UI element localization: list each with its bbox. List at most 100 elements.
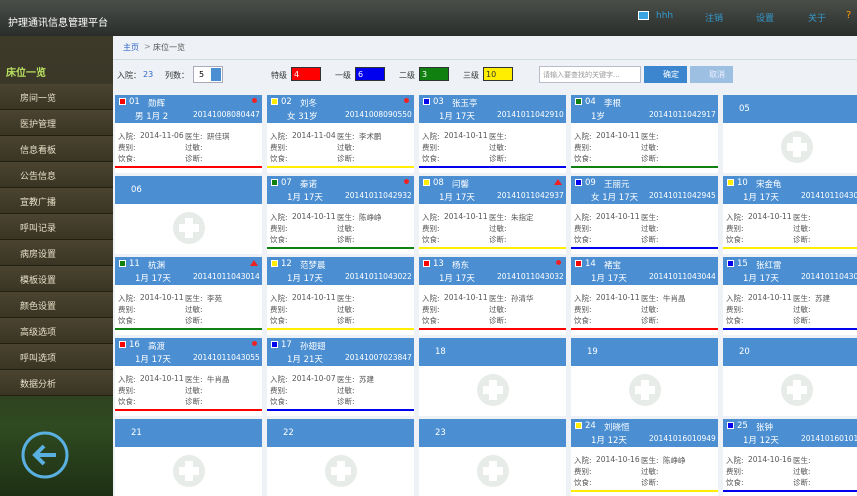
bed-card[interactable]: 11 杭渊 1月 17天 20141011043014 入院: 2014-10-11 医生:…: [115, 257, 262, 335]
bed-card[interactable]: 07 秦诺 1月 17天 20141011042932 入院: 2014-10-11 医生:…: [267, 176, 414, 254]
search-input[interactable]: 请输入要查找的关键字...: [539, 66, 641, 83]
field-value: 牛肖晶: [207, 375, 230, 384]
field-label: 入院:: [574, 456, 592, 465]
bed-card[interactable]: 13 杨东 1月 17天 20141011043032 入院: 2014-10-11 医生:…: [419, 257, 566, 335]
menu-item[interactable]: 宣教广播: [0, 188, 113, 214]
breadcrumb: 主页 > 床位一览: [113, 36, 857, 60]
back-button[interactable]: [20, 430, 70, 480]
menu-item[interactable]: 医护管理: [0, 110, 113, 136]
field-label: 医生:: [641, 294, 659, 303]
patient-age: 1月 17天: [287, 193, 323, 203]
bed-card[interactable]: 25 张钟 1月 12天 2014101601010 入院: 2014-10-16 医生: 费…: [723, 419, 857, 496]
field-label: 过敏:: [337, 386, 355, 395]
bed-card[interactable]: 16 高渡 1月 17天 20141011043055 入院: 2014-10-11 医生:…: [115, 338, 262, 416]
columns-select[interactable]: 5: [193, 66, 223, 83]
patient-age: 女 1月 17天: [591, 193, 639, 203]
bed-card[interactable]: 03 张玉亭 1月 17天 20141011042910 入院: 2014-10-11 医生…: [419, 95, 566, 173]
menu-item[interactable]: 高级选项: [0, 318, 113, 344]
level-name: 三级: [463, 71, 479, 80]
bed-card[interactable]: 08 闫馨 1月 17天 20141011042937 入院: 2014-10-11 医生:…: [419, 176, 566, 254]
bed-header: 12 范梦晨 1月 17天 20141011043022: [267, 257, 414, 285]
menu-item[interactable]: 信息看板: [0, 136, 113, 162]
bed-card[interactable]: 24 刘晓恒 1月 12天 20141016010949 入院: 2014-10-16 医生…: [571, 419, 718, 496]
bed-card[interactable]: 19: [571, 338, 718, 416]
menu-item[interactable]: 数据分析: [0, 370, 113, 396]
bed-card[interactable]: 06: [115, 176, 262, 254]
field-value: 2014-11-04: [292, 131, 336, 140]
bed-card[interactable]: 17 孙翅翅 1月 21天 20141007023847 入院: 2014-10-07 医生…: [267, 338, 414, 416]
about-link[interactable]: 关于: [808, 14, 827, 24]
field-label: 入院:: [422, 294, 440, 303]
bed-number: 18: [435, 347, 446, 357]
field-label: 过敏:: [641, 224, 659, 233]
menu-item[interactable]: 病房设置: [0, 240, 113, 266]
patient-id: 20141011043055: [193, 353, 260, 362]
bed-card[interactable]: 23: [419, 419, 566, 496]
confirm-button[interactable]: 确定: [644, 66, 687, 83]
bed-card[interactable]: 14 褚宝 1月 17天 20141011043044 入院: 2014-10-11 医生:…: [571, 257, 718, 335]
bed-card[interactable]: 09 王丽元女 1月 17天 20141011042945 入院: 2014-10-11…: [571, 176, 718, 254]
bed-header: 14 褚宝 1月 17天 20141011043044: [571, 257, 718, 285]
bed-card[interactable]: 18: [419, 338, 566, 416]
bed-card[interactable]: 12 范梦晨 1月 17天 20141011043022 入院: 2014-10-11 医生…: [267, 257, 414, 335]
patient-id: 20141011042937: [497, 191, 564, 200]
menu-item[interactable]: 呼叫记录: [0, 214, 113, 240]
bed-card[interactable]: 01 勋辉男 1月 2 20141008080447 入院: 2014-11-06 医生:…: [115, 95, 262, 173]
cancel-text: 取消: [709, 70, 725, 79]
field-label: 医生:: [793, 294, 811, 303]
menu-item[interactable]: 公告信息: [0, 162, 113, 188]
bed-card[interactable]: 05: [723, 95, 857, 173]
bed-card[interactable]: 10 宋金龟 1月 17天 2014101104303 入院: 2014-10-11 医生:…: [723, 176, 857, 254]
field-label: 饮食:: [422, 235, 440, 244]
patient-id: 20141011042917: [649, 110, 716, 119]
field-value: 2014-10-11: [596, 131, 640, 140]
patient-name: 宋金龟: [756, 180, 782, 190]
field-label: 费别:: [270, 143, 288, 152]
user-name[interactable]: hhh: [656, 11, 674, 21]
field-label: 饮食:: [422, 154, 440, 163]
crumb-home[interactable]: 主页: [123, 43, 139, 52]
bed-number: 25: [737, 421, 748, 431]
cancel-button[interactable]: 取消: [690, 66, 733, 83]
field-label: 饮食:: [574, 478, 592, 487]
plus-h: [483, 386, 503, 394]
bed-card[interactable]: 22: [267, 419, 414, 496]
level-bar: [267, 166, 414, 168]
bed-header: 01 勋辉男 1月 2 20141008080447: [115, 95, 262, 123]
field-label: 费别:: [726, 305, 744, 314]
bed-card[interactable]: 21: [115, 419, 262, 496]
help-link[interactable]: ?: [846, 10, 852, 21]
field-label: 饮食:: [726, 235, 744, 244]
bed-number: 11: [129, 259, 140, 269]
field-label: 医生:: [641, 213, 659, 222]
menu-item[interactable]: 颜色设置: [0, 292, 113, 318]
bed-header: 13 杨东 1月 17天 20141011043032: [419, 257, 566, 285]
logout-link[interactable]: 注销: [705, 14, 724, 24]
level-bar: [723, 247, 857, 249]
bed-card[interactable]: 15 张红雷 1月 17天 2014101104303 入院: 2014-10-11 医生:…: [723, 257, 857, 335]
field-label: 过敏:: [489, 305, 507, 314]
empty-bed-icon: [173, 455, 205, 487]
field-value: 2014-10-16: [748, 455, 792, 464]
user-icon: [638, 11, 649, 20]
bed-number: 12: [281, 259, 292, 269]
bed-card[interactable]: 02 刘冬女 31岁 20141008090550 入院: 2014-11-04 医生: 李…: [267, 95, 414, 173]
bed-header: 25 张钟 1月 12天 2014101601010: [723, 419, 857, 447]
search-placeholder: 请输入要查找的关键字...: [543, 71, 620, 79]
patient-age: 1月 17天: [135, 274, 171, 284]
bed-card[interactable]: 20: [723, 338, 857, 416]
bed-header: 23: [419, 419, 566, 447]
settings-link[interactable]: 设置: [756, 14, 775, 24]
patient-age: 1月 17天: [287, 274, 323, 284]
field-value: 朱指定: [511, 213, 534, 222]
menu-item[interactable]: 模板设置: [0, 266, 113, 292]
patient-name: 孙翅翅: [300, 342, 326, 352]
menu-item[interactable]: 呼叫选项: [0, 344, 113, 370]
patient-id: 20141011043022: [345, 272, 412, 281]
bed-card[interactable]: 04 李根 1岁 20141011042917 入院: 2014-10-11 医生: 费别: 过…: [571, 95, 718, 173]
menu-item[interactable]: 房间一览: [0, 84, 113, 110]
field-label: 饮食:: [270, 154, 288, 163]
field-value: 陈峥峥: [359, 213, 382, 222]
empty-bed-icon: [325, 455, 357, 487]
field-label: 诊断:: [489, 316, 507, 325]
